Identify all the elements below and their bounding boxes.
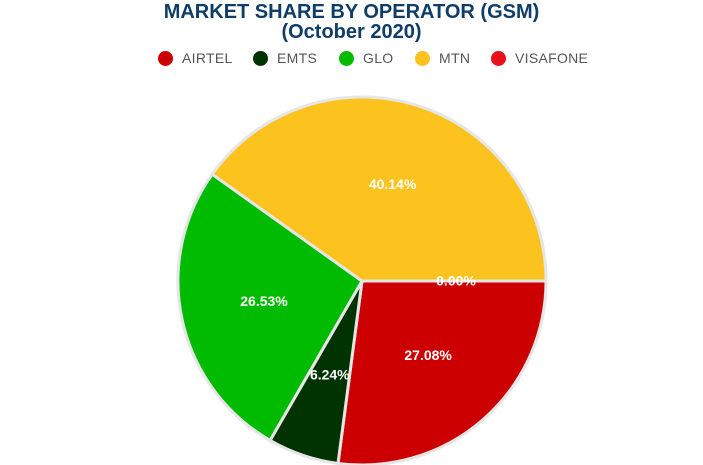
- legend-label-airtel: AIRTEL: [182, 50, 233, 66]
- legend-label-glo: GLO: [363, 50, 394, 66]
- legend-swatch-visafone: [491, 50, 506, 66]
- slice-label-glo: 26.53%: [240, 293, 288, 309]
- legend-swatch-glo: [339, 50, 354, 66]
- legend-item-airtel[interactable]: AIRTEL: [158, 48, 233, 68]
- pie-slice-mtn[interactable]: [210, 95, 548, 283]
- slice-label-mtn: 40.14%: [369, 176, 417, 192]
- chart-title: MARKET SHARE BY OPERATOR (GSM): [163, 1, 540, 23]
- slice-label-emts: 6.24%: [310, 367, 350, 383]
- legend-swatch-airtel: [158, 50, 173, 66]
- chart-legend: AIRTEL EMTS GLO MTN VISAFONE: [0, 48, 703, 68]
- legend-swatch-emts: [253, 50, 268, 66]
- legend-label-mtn: MTN: [439, 50, 471, 66]
- slice-label-visafone: 0.00%: [436, 273, 476, 289]
- legend-item-visafone[interactable]: VISAFONE: [491, 48, 588, 68]
- legend-item-emts[interactable]: EMTS: [253, 48, 317, 68]
- pie-slices: [176, 95, 548, 465]
- legend-swatch-mtn: [415, 50, 430, 66]
- legend-item-mtn[interactable]: MTN: [415, 48, 470, 68]
- pie-slice-airtel[interactable]: [336, 279, 548, 465]
- pie-labels: 27.08% 6.24% 26.53% 40.14% 0.00%: [240, 176, 476, 382]
- chart-subtitle: (October 2020): [281, 21, 422, 43]
- slice-label-airtel: 27.08%: [404, 347, 452, 363]
- legend-label-visafone: VISAFONE: [515, 50, 589, 66]
- pie-slice-glo[interactable]: [176, 172, 364, 442]
- legend-item-glo[interactable]: GLO: [339, 48, 393, 68]
- legend-label-emts: EMTS: [277, 50, 318, 66]
